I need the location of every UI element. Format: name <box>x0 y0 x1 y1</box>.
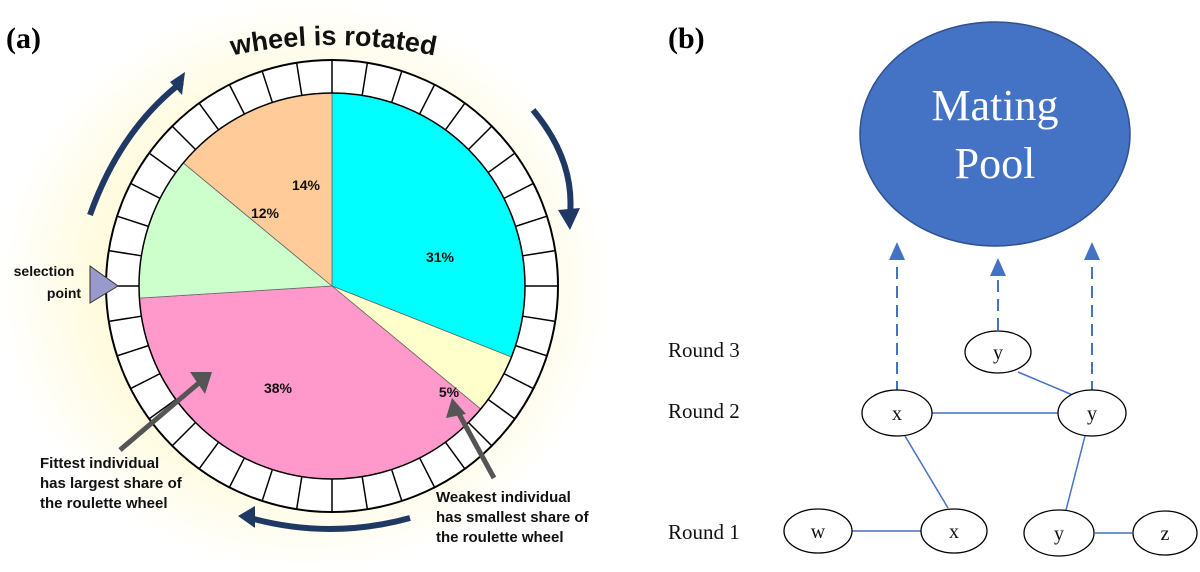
rim-divider <box>261 70 274 103</box>
rim-divider <box>467 421 493 447</box>
rim-divider <box>390 469 403 502</box>
weakest-line1: Weakest individual <box>436 489 571 506</box>
rim-divider <box>515 344 548 357</box>
fittest-arrow-shaft <box>118 380 202 452</box>
slice-label-12: 12% <box>251 205 280 221</box>
rotation-arrow-right <box>530 108 574 216</box>
panel-a: (a) wheel is rotated 31% 5% 38% 12% 14% … <box>0 0 610 572</box>
edge-r3y-r2y <box>1017 371 1076 397</box>
weakest-annotation: Weakest individual has smallest share of… <box>436 489 590 546</box>
slice-label-31: 31% <box>426 249 455 265</box>
mating-pool-line2: Pool <box>955 139 1036 188</box>
rim-divider <box>261 469 274 502</box>
edge-r2y-r1y <box>1065 435 1086 511</box>
rim-divider <box>148 398 177 420</box>
edge-r2x-r1x <box>904 435 949 509</box>
node-round2-x-label: x <box>892 403 902 425</box>
fittest-arrowhead <box>190 372 212 394</box>
roulette-wheel: 31% 5% 38% 12% 14% <box>105 59 559 513</box>
rim-divider <box>130 182 161 200</box>
rim-divider <box>116 344 149 357</box>
selection-label-line1: selection <box>14 263 75 279</box>
panel-b: (b) Mating Pool Round 3 Round 2 Round 1 … <box>668 21 1198 557</box>
slice-label-14: 14% <box>292 177 321 193</box>
rim-divider <box>522 249 556 257</box>
rim-divider <box>198 102 220 131</box>
rotation-arrow-top-left <box>87 79 184 216</box>
rim-divider <box>108 249 142 257</box>
rim-divider <box>171 125 197 151</box>
weakest-line3: the roulette wheel <box>436 529 564 546</box>
rim-divider <box>515 215 548 228</box>
rim-divider <box>418 457 436 488</box>
node-round1-y: y <box>1023 509 1095 557</box>
node-round1-w: w <box>783 508 853 554</box>
node-round3-y: y <box>964 330 1032 374</box>
fittest-line3: the roulette wheel <box>40 495 168 512</box>
node-round1-x: x <box>920 508 988 554</box>
mating-pool-line1: Mating <box>931 81 1058 130</box>
fittest-line2: has largest share of <box>40 475 183 492</box>
fittest-annotation: Fittest individual has largest share of … <box>40 455 183 512</box>
node-round1-w-label: w <box>811 521 826 543</box>
rim-divider <box>148 152 177 174</box>
rim-divider <box>171 421 197 447</box>
rim-divider <box>487 398 516 420</box>
rim-divider <box>228 84 246 115</box>
rim-divider <box>198 441 220 470</box>
fittest-line1: Fittest individual <box>40 455 159 472</box>
wheel-slices <box>138 92 526 480</box>
node-round1-z: z <box>1132 510 1198 556</box>
selection-pointer-icon <box>89 265 119 304</box>
rim-divider <box>522 315 556 323</box>
node-round2-y-label: y <box>1087 403 1097 425</box>
rotation-arrowhead-bottom <box>238 506 255 528</box>
rotation-arrow-bottom <box>249 515 411 532</box>
rim-divider <box>444 102 466 131</box>
panel-b-label: (b) <box>668 22 705 55</box>
rim-divider <box>361 62 369 96</box>
rim-divider <box>444 441 466 470</box>
rim-divider <box>418 84 436 115</box>
wheel-inner-border <box>138 92 526 480</box>
round-2-label: Round 2 <box>668 399 740 423</box>
node-round2-x: x <box>861 389 933 437</box>
node-round1-z-label: z <box>1161 523 1170 545</box>
rim-divider <box>108 315 142 323</box>
node-round2-y: y <box>1057 389 1127 437</box>
node-round1-y-label: y <box>1054 523 1064 545</box>
panel-a-label: (a) <box>6 22 41 55</box>
selection-label-line2: point <box>47 285 82 301</box>
weakest-arrow-shaft <box>455 410 497 480</box>
rotation-arrowhead-top-left <box>170 72 185 95</box>
slice-label-38: 38% <box>264 380 293 396</box>
rim-divider <box>503 182 534 200</box>
rim-divider <box>116 215 149 228</box>
rotation-arrowhead-right <box>558 208 580 230</box>
rim-divider <box>390 70 403 103</box>
rim-divider <box>228 457 246 488</box>
rim-divider <box>295 62 303 96</box>
rim-divider <box>467 125 493 151</box>
slice-label-5: 5% <box>439 384 460 400</box>
rim-divider <box>503 372 534 390</box>
round-1-label: Round 1 <box>668 520 740 544</box>
node-round3-y-label: y <box>993 342 1003 364</box>
mating-pool <box>859 21 1131 247</box>
wheel-rim-ticks <box>106 60 558 512</box>
rim-divider <box>361 476 369 510</box>
rim-divider <box>295 476 303 510</box>
rim-divider <box>130 372 161 390</box>
round-3-label: Round 3 <box>668 338 740 362</box>
weakest-arrowhead <box>446 398 466 418</box>
weakest-line2: has smallest share of <box>436 509 590 526</box>
node-round1-x-label: x <box>949 521 959 543</box>
rim-divider <box>487 152 516 174</box>
